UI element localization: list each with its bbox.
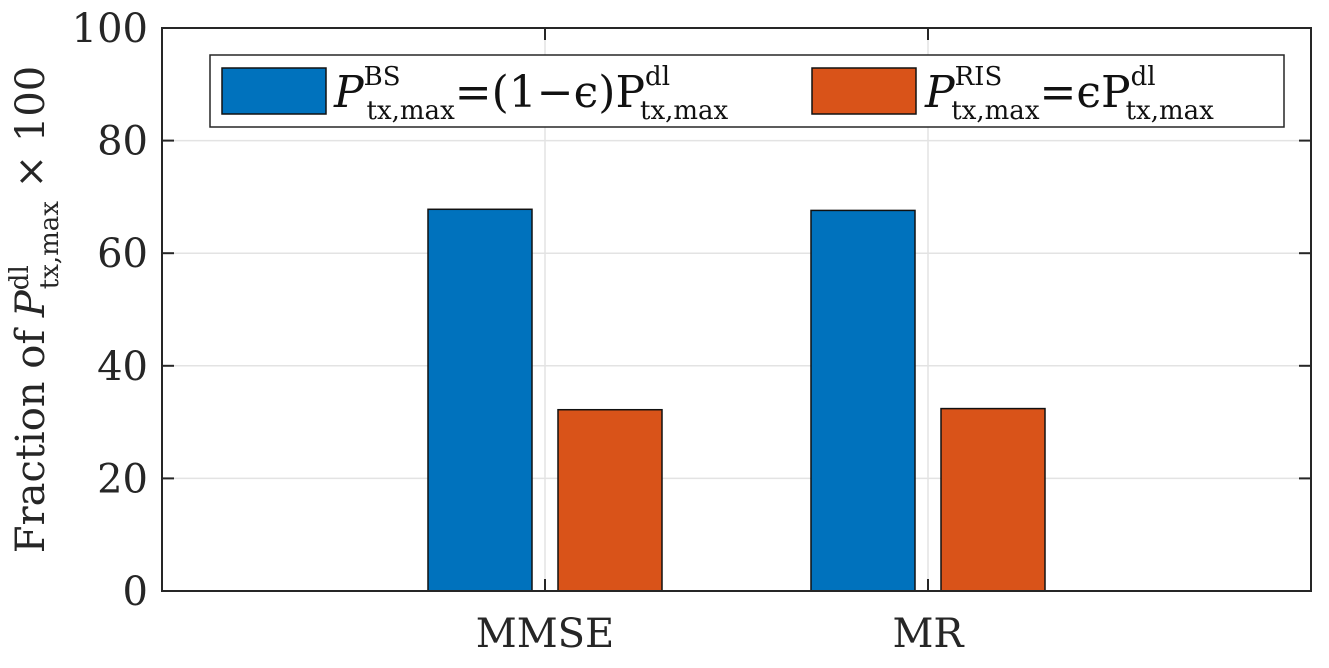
y-tick-label: 0 [123,569,148,615]
legend-swatch-series-2 [811,67,917,115]
legend-swatch-series-1 [221,67,327,115]
legend-label-series-2: PRIS tx,max=ϵPdl tx,max [924,62,1214,126]
y-axis-title: Fraction of Pdltx,max × 100 [5,66,65,554]
bar-mmse-series-2 [557,408,663,592]
legend-box [209,54,1285,128]
y-tick-label: 20 [97,456,148,502]
y-tick-label: 100 [72,6,148,52]
x-tick-label: MMSE [476,611,615,657]
axis-ticks: 0 20 40 60 80 100 MMSE MR [72,6,1311,657]
y-tick-label: 60 [97,231,148,277]
legend: PBS tx,max=(1−ϵ)Pdl tx,max PRIS tx,max=ϵPdl t… [209,54,1285,128]
y-tick-label: 80 [97,119,148,165]
bar-mmse-series-1 [427,208,533,592]
bar-mr-series-1 [810,209,916,592]
plot-frame [161,27,1312,592]
x-tick-label: MR [892,611,965,657]
y-axis-label: Fraction of Pdltx,max × 100 [5,66,65,554]
legend-label-series-1: PBS tx,max=(1−ϵ)Pdl tx,max [333,62,729,126]
bars [427,208,1046,592]
y-tick-label: 40 [97,344,148,390]
bar-mr-series-2 [940,407,1046,592]
